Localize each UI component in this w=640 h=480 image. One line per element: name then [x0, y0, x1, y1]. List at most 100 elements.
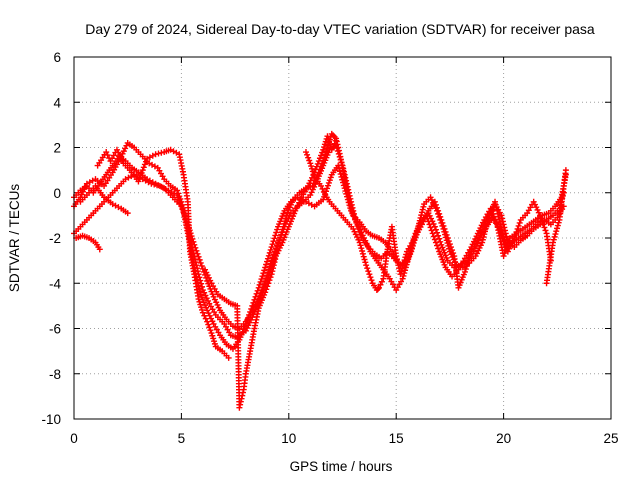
data-point	[117, 154, 124, 161]
data-point	[534, 206, 541, 213]
data-point	[141, 161, 148, 168]
data-point	[115, 149, 122, 156]
data-point	[194, 250, 201, 257]
data-point	[538, 215, 545, 222]
data-point	[513, 228, 520, 235]
data-point	[435, 245, 442, 252]
data-point	[492, 201, 499, 208]
data-point	[325, 135, 332, 142]
data-point	[438, 216, 445, 223]
data-point	[274, 226, 281, 233]
data-point	[123, 142, 130, 149]
data-point	[479, 239, 486, 246]
data-point	[512, 231, 519, 238]
data-point	[367, 274, 374, 281]
data-point	[320, 196, 327, 203]
data-point	[424, 210, 431, 217]
data-point	[472, 253, 479, 260]
y-tick-label: -10	[41, 412, 61, 427]
data-point	[320, 188, 327, 195]
data-point	[253, 290, 260, 297]
data-point	[420, 218, 427, 225]
data-point	[213, 299, 220, 306]
data-point	[333, 145, 340, 152]
data-point	[266, 263, 273, 270]
data-point	[496, 216, 503, 223]
data-point	[138, 169, 145, 176]
data-point	[500, 231, 507, 238]
data-point	[192, 244, 199, 251]
data-point	[554, 222, 561, 229]
data-point	[250, 306, 257, 313]
data-point	[309, 168, 316, 175]
data-point	[497, 222, 504, 229]
data-point	[326, 177, 333, 184]
data-point	[251, 296, 258, 303]
data-point	[363, 262, 370, 269]
data-point	[326, 138, 333, 145]
data-point	[264, 283, 271, 290]
data-point	[425, 218, 432, 225]
data-point	[180, 209, 187, 216]
data-point	[506, 245, 513, 252]
data-point	[142, 158, 149, 165]
data-point	[356, 228, 363, 235]
data-point	[443, 231, 450, 238]
data-point	[211, 338, 218, 345]
data-point	[198, 304, 205, 311]
data-point	[318, 152, 325, 159]
data-point	[330, 143, 337, 150]
data-point	[207, 277, 214, 284]
data-point	[260, 284, 267, 291]
y-tick-labels: -10 -8 -6 -4 -2 0 2 4 6	[41, 50, 61, 427]
data-point	[552, 231, 559, 238]
data-point	[421, 215, 428, 222]
data-point	[103, 149, 110, 156]
data-point	[225, 354, 232, 361]
data-point	[397, 271, 404, 278]
data-point	[203, 295, 210, 302]
data-point	[261, 267, 268, 274]
y-tick-label: 0	[53, 186, 61, 201]
data-point	[345, 186, 352, 193]
data-point	[272, 253, 279, 260]
data-point	[210, 335, 217, 342]
data-point	[365, 268, 372, 275]
data-point	[252, 293, 259, 300]
data-point	[550, 239, 557, 246]
data-point	[358, 245, 365, 252]
data-point	[308, 165, 315, 172]
data-point	[434, 204, 441, 211]
data-point	[537, 212, 544, 219]
data-point	[263, 261, 270, 268]
data-point	[511, 235, 518, 241]
data-point	[393, 253, 400, 260]
data-point	[445, 238, 452, 245]
data-point	[311, 183, 318, 190]
y-tick-label: 6	[53, 50, 61, 65]
data-point	[422, 213, 429, 220]
data-point	[378, 278, 385, 285]
data-point	[449, 247, 456, 254]
data-point	[507, 243, 514, 250]
data-point	[351, 228, 358, 235]
data-point	[473, 250, 480, 257]
data-point	[210, 293, 217, 300]
data-point	[116, 152, 123, 159]
data-point	[486, 212, 493, 219]
data-point	[485, 215, 492, 222]
data-point	[351, 213, 358, 220]
data-point	[209, 318, 216, 325]
data-point	[350, 210, 357, 217]
data-point	[435, 207, 442, 214]
data-point	[355, 236, 362, 243]
data-point	[493, 204, 500, 211]
data-point	[341, 171, 348, 178]
data-point	[494, 210, 501, 217]
y-tick-label: -8	[49, 367, 61, 382]
data-point	[499, 228, 506, 235]
data-point	[208, 315, 215, 322]
data-point	[531, 201, 538, 208]
data-point	[463, 263, 470, 270]
data-point	[418, 221, 425, 228]
